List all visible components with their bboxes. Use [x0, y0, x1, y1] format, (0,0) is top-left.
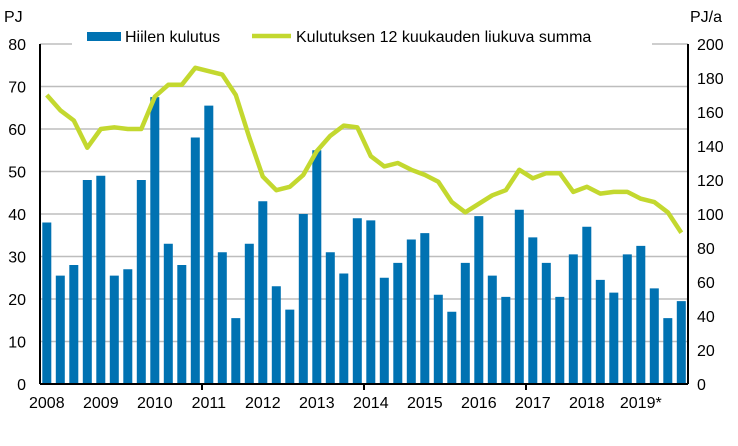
bar	[163, 243, 173, 384]
bar	[312, 150, 322, 384]
bar	[352, 218, 362, 384]
bar	[514, 209, 524, 384]
bar	[204, 105, 214, 384]
x-tick-label: 2019*	[620, 395, 662, 412]
right-tick-label: 60	[697, 275, 715, 292]
x-tick-label: 2015	[407, 395, 443, 412]
bar	[69, 265, 79, 384]
legend-swatch-bars	[72, 28, 652, 46]
bar	[55, 275, 65, 384]
bar	[258, 201, 268, 384]
legend-label-line: Kulutuksen 12 kuukauden liukuva summa	[296, 29, 591, 46]
bar	[96, 175, 106, 384]
x-tick-label: 2011	[192, 395, 227, 412]
right-tick-label: 80	[697, 241, 715, 258]
x-tick-label: 2017	[515, 395, 551, 412]
right-tick-label: 120	[697, 173, 724, 190]
bar	[528, 237, 538, 384]
bar	[609, 292, 619, 384]
x-tick-label: 2016	[461, 395, 497, 412]
series-line-rolling-sum	[45, 65, 684, 234]
bar	[325, 252, 335, 384]
x-tick-label: 2018	[569, 395, 605, 412]
right-tick-label: 0	[697, 377, 706, 394]
right-axis-unit: PJ/a	[690, 9, 722, 26]
bar	[501, 296, 511, 384]
right-tick-label: 180	[697, 71, 724, 88]
bar	[366, 220, 376, 384]
left-tick-label: 10	[8, 335, 26, 352]
right-tick-label: 20	[697, 343, 715, 360]
bar	[244, 243, 254, 384]
left-tick-label: 70	[8, 80, 26, 97]
bar	[460, 262, 470, 384]
bar	[433, 294, 443, 384]
x-tick-label: 2014	[353, 395, 389, 412]
bar	[393, 262, 403, 384]
x-tick-label: 2013	[299, 395, 335, 412]
bar	[298, 214, 308, 384]
right-tick-label: 100	[697, 207, 724, 224]
legend-label-bars: Hiilen kulutus	[125, 29, 220, 46]
x-tick-label: 2009	[83, 395, 119, 412]
left-tick-label: 60	[8, 122, 26, 139]
bar	[636, 245, 646, 384]
bar	[109, 275, 119, 384]
bar	[42, 222, 52, 384]
bar	[177, 265, 187, 384]
x-tick-label: 2010	[137, 395, 173, 412]
left-axis-unit: PJ	[4, 9, 23, 26]
bar	[406, 239, 416, 384]
bar	[420, 233, 430, 384]
bar	[622, 254, 632, 384]
x-tick-label: 2012	[245, 395, 281, 412]
bar	[474, 216, 484, 384]
bar	[649, 288, 659, 384]
bar	[271, 286, 281, 384]
bar	[136, 180, 146, 384]
bar	[339, 273, 349, 384]
bar	[217, 252, 227, 384]
bar	[676, 301, 686, 384]
left-tick-label: 40	[8, 207, 26, 224]
bar	[568, 254, 578, 384]
x-tick-label: 2008	[29, 395, 65, 412]
bar	[447, 311, 457, 384]
right-tick-label: 160	[697, 105, 724, 122]
right-tick-label: 40	[697, 309, 715, 326]
bar	[595, 279, 605, 384]
bar	[82, 180, 92, 384]
left-tick-label: 80	[8, 37, 26, 54]
bar	[487, 275, 497, 384]
right-tick-label: 200	[697, 37, 724, 54]
bar	[379, 277, 389, 384]
legend: Hiilen kulutus Kulutuksen 12 kuukauden l…	[72, 28, 652, 46]
right-tick-label: 140	[697, 139, 724, 156]
bar	[285, 309, 295, 384]
bar	[190, 137, 200, 384]
left-tick-label: 30	[8, 250, 26, 267]
bar	[555, 296, 565, 384]
legend-swatch-bars	[87, 32, 121, 41]
bar	[231, 318, 241, 384]
bar	[150, 97, 160, 384]
bar	[123, 269, 133, 384]
left-tick-label: 50	[8, 165, 26, 182]
left-tick-label: 0	[17, 377, 26, 394]
bar	[663, 318, 673, 384]
bar	[541, 262, 551, 384]
bar	[582, 226, 592, 384]
left-tick-label: 20	[8, 292, 26, 309]
